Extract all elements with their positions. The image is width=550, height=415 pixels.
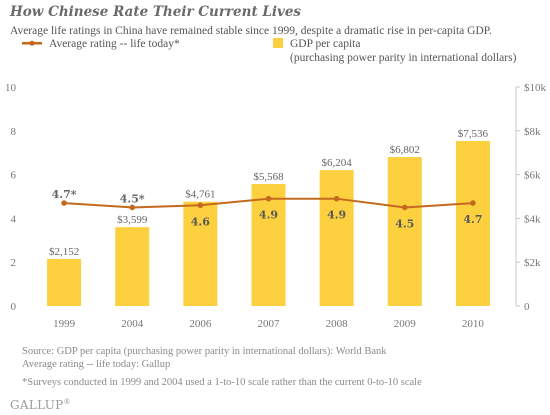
y-left-tick-label: 4 bbox=[11, 213, 17, 225]
y-right-tick-label: $2k bbox=[524, 257, 541, 269]
y-right-tick-label: $6k bbox=[524, 170, 541, 182]
y-left-tick-label: 0 bbox=[11, 301, 17, 313]
gdp-bar bbox=[387, 157, 422, 306]
x-tick-label: 2009 bbox=[394, 318, 417, 330]
gallup-logo: GALLUP® bbox=[10, 398, 71, 412]
gdp-bar-label: $3,599 bbox=[117, 214, 148, 226]
rating-point bbox=[470, 200, 476, 206]
source-note: Source: GDP per capita (purchasing power… bbox=[22, 345, 387, 371]
gdp-bar-label: $6,204 bbox=[322, 157, 353, 169]
rating-point bbox=[61, 200, 67, 206]
gdp-bar bbox=[183, 201, 218, 306]
rating-point bbox=[265, 195, 272, 202]
y-right-tick-label: $10k bbox=[524, 82, 547, 94]
x-tick-label: 1999 bbox=[53, 318, 76, 330]
rating-label: 4.6 bbox=[191, 215, 210, 228]
legend-bar-label-line2: (purchasing power parity in internationa… bbox=[290, 52, 517, 64]
line-series: 4.7* 4.5* 4.6 4.9 4.9 4.5 4.7 bbox=[52, 188, 483, 230]
gdp-bar-label: $5,568 bbox=[253, 171, 284, 183]
legend: Average rating -- life today* GDP per ca… bbox=[22, 38, 517, 64]
rating-point bbox=[401, 204, 408, 211]
rating-label: 4.5* bbox=[120, 192, 145, 205]
y-right-tick-label: $8k bbox=[524, 126, 541, 138]
rating-label: 4.5 bbox=[395, 217, 414, 230]
y-axis-left: 0 2 4 6 8 10 bbox=[5, 82, 17, 313]
rating-label: 4.9 bbox=[259, 209, 278, 222]
gdp-bar bbox=[115, 227, 150, 306]
x-tick-label: 2004 bbox=[121, 318, 144, 330]
legend-line-label: Average rating -- life today* bbox=[49, 38, 180, 50]
brand-name: GALLUP bbox=[10, 398, 64, 412]
x-tick-label: 2010 bbox=[462, 318, 485, 330]
y-left-tick-label: 2 bbox=[11, 257, 17, 269]
rating-label: 4.7* bbox=[52, 188, 77, 201]
rating-label: 4.9 bbox=[327, 209, 346, 222]
rating-point bbox=[333, 195, 340, 202]
chart-title: How Chinese Rate Their Current Lives bbox=[10, 4, 302, 20]
legend-line-marker bbox=[29, 40, 35, 46]
rating-label: 4.7 bbox=[463, 213, 482, 226]
bar-series bbox=[47, 140, 490, 306]
x-tick-label: 2008 bbox=[326, 318, 349, 330]
y-axis-right: 0 $2k $4k $6k $8k $10k bbox=[515, 82, 547, 313]
brand-registered-mark: ® bbox=[63, 398, 71, 406]
rating-point bbox=[129, 204, 136, 211]
y-left-tick-label: 6 bbox=[11, 170, 17, 182]
bar-value-labels: $2,152 $3,599 $4,761 $5,568 $6,204 $6,802 $7,5… bbox=[49, 128, 489, 258]
gdp-bar-label: $4,761 bbox=[185, 189, 215, 201]
gdp-bar bbox=[47, 258, 82, 306]
rating-point bbox=[197, 202, 204, 209]
gdp-bar bbox=[251, 184, 286, 306]
gdp-bar-label: $6,802 bbox=[390, 144, 420, 156]
chart-subtitle: Average life ratings in China have remai… bbox=[10, 25, 492, 37]
footnote: *Surveys conducted in 1999 and 2004 used… bbox=[22, 377, 422, 388]
source-line-gdp: Source: GDP per capita (purchasing power… bbox=[22, 346, 387, 357]
source-line-rating: Average rating -- life today: Gallup bbox=[22, 359, 171, 370]
y-right-tick-label: 0 bbox=[524, 301, 530, 313]
gdp-bar bbox=[319, 170, 354, 306]
gdp-bar-label: $2,152 bbox=[49, 246, 79, 258]
x-tick-label: 2006 bbox=[189, 318, 212, 330]
gdp-bar-label: $7,536 bbox=[458, 128, 489, 140]
x-tick-label: 2007 bbox=[258, 318, 281, 330]
legend-bar-swatch bbox=[273, 38, 283, 48]
y-left-tick-label: 8 bbox=[11, 126, 17, 138]
y-left-tick-label: 10 bbox=[5, 82, 17, 94]
y-right-tick-label: $4k bbox=[524, 213, 541, 225]
gdp-bar bbox=[455, 140, 490, 306]
legend-bar-label-line1: GDP per capita bbox=[290, 38, 360, 50]
x-axis: 1999 2004 2006 2007 2008 2009 2010 bbox=[53, 318, 484, 330]
